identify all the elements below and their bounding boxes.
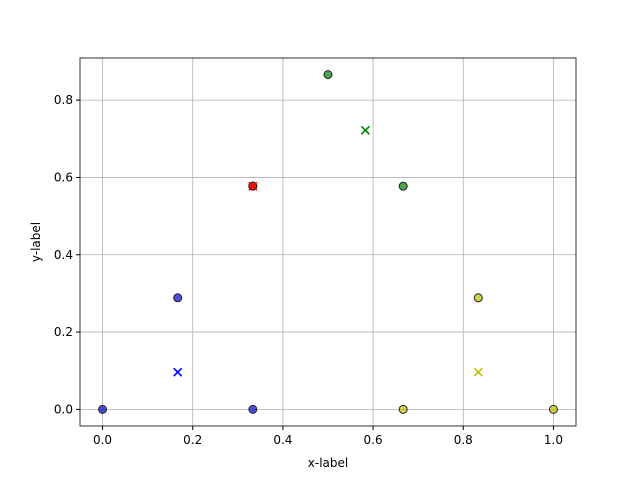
point xyxy=(473,293,483,303)
y-axis-label: y-label xyxy=(29,222,43,262)
y-tick-label: 0.0 xyxy=(54,402,73,416)
point-x xyxy=(473,367,483,377)
point xyxy=(173,293,183,303)
x-tick-label: 1.0 xyxy=(544,433,563,447)
plot-frame xyxy=(79,57,577,427)
point xyxy=(98,404,108,414)
y-tick-label: 0.4 xyxy=(54,248,73,262)
x-tick-label: 0.2 xyxy=(183,433,202,447)
point xyxy=(548,404,558,414)
point xyxy=(398,404,408,414)
x-tick-label: 0.0 xyxy=(93,433,112,447)
point xyxy=(323,70,333,80)
point-x xyxy=(360,125,370,135)
x-tick-label: 0.8 xyxy=(454,433,473,447)
x-tick-label: 0.6 xyxy=(364,433,383,447)
point-x xyxy=(173,367,183,377)
point xyxy=(398,181,408,191)
point-x xyxy=(248,181,258,191)
y-tick-label: 0.2 xyxy=(54,325,73,339)
point xyxy=(248,404,258,414)
y-tick-label: 0.6 xyxy=(54,170,73,184)
y-tick-label: 0.8 xyxy=(54,93,73,107)
x-tick-label: 0.4 xyxy=(273,433,292,447)
x-axis-label: x-label xyxy=(308,456,348,470)
